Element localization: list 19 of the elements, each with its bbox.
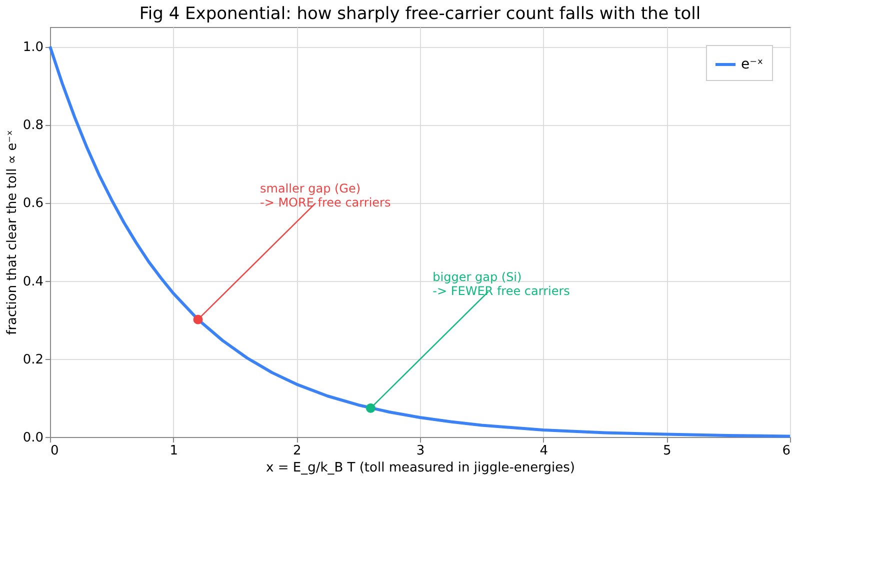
x-tick-label: 3 [416, 444, 425, 458]
y-axis-title: fraction that clear the toll ∝ e⁻ˣ [4, 130, 20, 335]
y-tick-label: 1.0 [22, 40, 44, 56]
x-tick-label: 0 [50, 444, 59, 458]
x-tick-label: 5 [663, 444, 672, 458]
chart-title: Fig 4 Exponential: how sharply free-carrier count falls with the toll [139, 4, 701, 24]
y-tick-label: 0.2 [22, 352, 44, 368]
x-axis-title: x = E_g/k_B T (toll measured in jiggle-energies) [266, 460, 575, 476]
y-tick-label: 0.6 [22, 196, 44, 212]
x-tick-label: 1 [170, 444, 178, 458]
y-tick-label: 0.0 [22, 430, 44, 446]
y-tick-label: 0.8 [22, 118, 44, 134]
annotation: smaller gap (Ge) -> MORE free carriers [260, 181, 391, 210]
x-tick-label: 6 [782, 444, 790, 458]
legend-label: e⁻ˣ [741, 56, 764, 72]
x-tick-label: 2 [293, 444, 302, 458]
annotation: bigger gap (Si) -> FEWER free carriers [432, 270, 570, 298]
x-tick-label: 4 [540, 444, 548, 458]
y-tick-label: 0.4 [22, 274, 44, 290]
